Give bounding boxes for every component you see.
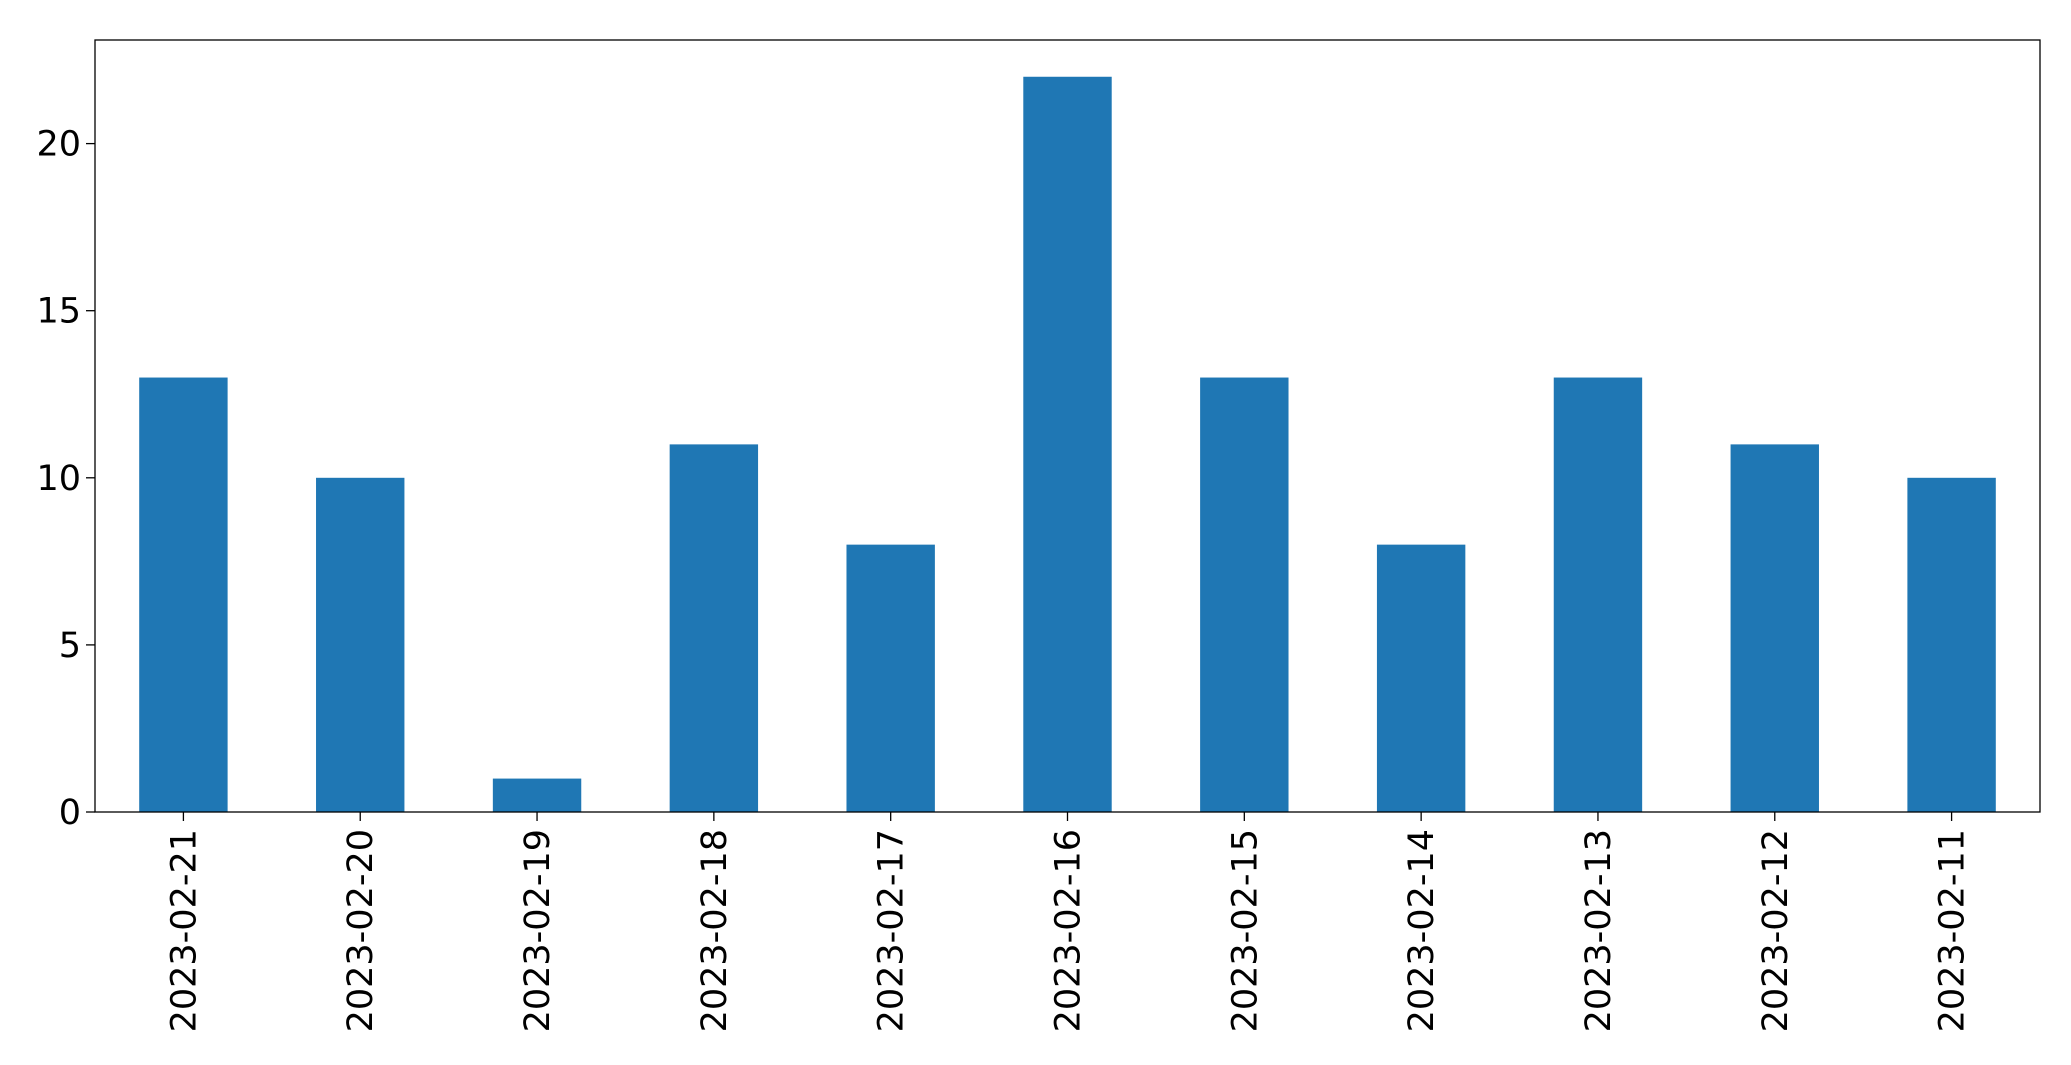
x-tick-label: 2023-02-15	[1225, 829, 1265, 1032]
bar-2023-02-19	[492, 778, 582, 812]
y-tick-label: 5	[59, 626, 81, 666]
bar-2023-02-20	[316, 477, 405, 812]
x-tick-label: 2023-02-21	[164, 829, 204, 1032]
bars-layer	[139, 76, 1996, 812]
x-tick-label: 2023-02-12	[1756, 829, 1796, 1032]
x-tick-label: 2023-02-16	[1049, 829, 1089, 1032]
y-tick-label: 20	[36, 125, 81, 165]
bar-2023-02-16	[1023, 76, 1112, 812]
y-tick-label: 15	[36, 292, 81, 332]
x-tick-label: 2023-02-11	[1933, 829, 1973, 1032]
bar-2023-02-17	[846, 544, 935, 812]
x-tick-label: 2023-02-18	[695, 829, 735, 1032]
plot-frame	[94, 39, 2041, 813]
bar-2023-02-11	[1907, 477, 1996, 812]
bar-2023-02-14	[1376, 544, 1466, 812]
x-axis: 2023-02-21 2023-02-20 2023-02-19 2023-02-18…	[164, 812, 1973, 1032]
bar-2023-02-13	[1553, 377, 1643, 812]
x-tick-label: 2023-02-19	[518, 829, 558, 1032]
bar-2023-02-21	[139, 377, 228, 812]
bar-2023-02-18	[669, 444, 759, 812]
x-tick-label: 2023-02-13	[1579, 829, 1619, 1032]
x-tick-label: 2023-02-20	[341, 829, 381, 1032]
y-axis: 0 5 10 15 20	[36, 125, 95, 833]
y-tick-label: 10	[36, 459, 81, 499]
x-tick-label: 2023-02-14	[1402, 829, 1442, 1032]
y-tick-label: 0	[59, 793, 81, 833]
bar-2023-02-12	[1730, 444, 1819, 812]
bar-2023-02-15	[1200, 377, 1289, 812]
x-tick-label: 2023-02-17	[872, 829, 912, 1032]
